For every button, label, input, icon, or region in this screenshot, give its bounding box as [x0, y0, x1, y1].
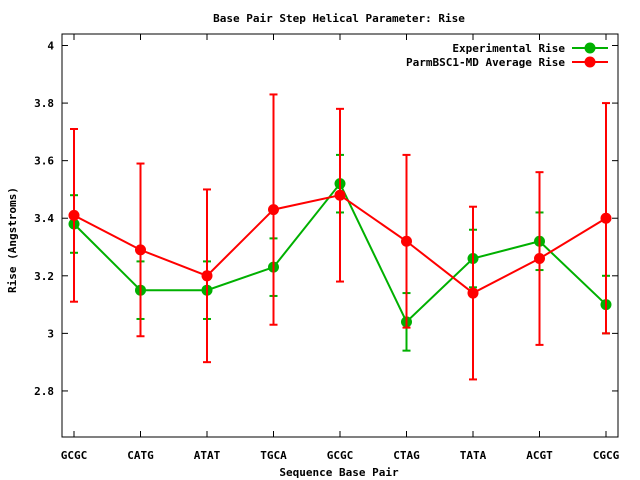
y-tick-label: 3.4 [34, 212, 54, 225]
x-tick-label: CATG [127, 449, 154, 462]
data-point [334, 189, 346, 201]
y-tick-label: 3.2 [34, 270, 54, 283]
legend-marker [584, 42, 596, 54]
y-tick-label: 3 [47, 327, 54, 340]
legend-label: ParmBSC1-MD Average Rise [406, 56, 565, 69]
y-tick-label: 3.8 [34, 97, 54, 110]
series-layer [68, 93, 612, 381]
y-axis-ticks: 2.8 3 3.2 3.4 3.6 3.8 4 [34, 40, 618, 398]
data-point [268, 204, 279, 216]
series-1 [68, 93, 612, 381]
x-tick-label: ATAT [194, 449, 221, 462]
x-tick-label: TATA [460, 449, 487, 462]
x-tick-label: CGCG [593, 449, 620, 462]
x-tick-label: GCGC [61, 449, 88, 462]
data-point [600, 212, 612, 224]
x-tick-label: ACGT [526, 449, 553, 462]
y-tick-label: 2.8 [34, 385, 54, 398]
data-point [534, 253, 545, 265]
data-point [401, 235, 412, 247]
y-axis-label: Rise (Angstroms) [6, 187, 19, 293]
x-axis-ticks: GCGC CATG ATAT TGCA GCGC CTAG TATA ACGT CGCG [61, 34, 620, 462]
chart-title: Base Pair Step Helical Parameter: Rise [213, 12, 465, 25]
x-axis-label: Sequence Base Pair [279, 466, 399, 479]
x-tick-label: GCGC [327, 449, 354, 462]
data-point [135, 244, 146, 256]
data-point [68, 209, 80, 221]
x-tick-label: CTAG [393, 449, 420, 462]
data-point [467, 287, 479, 299]
legend-label: Experimental Rise [452, 42, 565, 55]
data-point [201, 270, 213, 282]
y-tick-label: 4 [47, 40, 54, 53]
legend-marker [584, 56, 596, 68]
y-tick-label: 3.6 [34, 155, 54, 168]
x-tick-label: TGCA [260, 449, 287, 462]
